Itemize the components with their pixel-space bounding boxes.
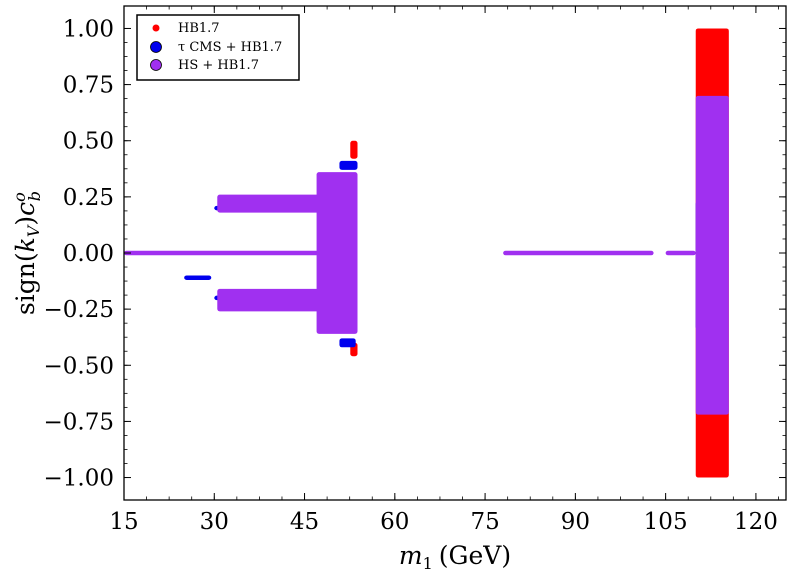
y-tick-label: 0.25 (63, 185, 114, 211)
series-0-band-1 (350, 140, 358, 159)
y-tick-label: 1.00 (63, 16, 114, 42)
legend-marker-hb (152, 24, 160, 32)
series-2-band-2 (503, 250, 654, 256)
series-1-band-3 (184, 275, 212, 280)
y-tick-label: −0.25 (44, 297, 114, 323)
y-tick-label: −0.50 (44, 353, 114, 379)
y-tick-label: 0.75 (63, 73, 114, 99)
x-tick-label: 120 (734, 509, 778, 535)
x-tick-label: 75 (470, 509, 499, 535)
series-2-band-0 (695, 95, 729, 415)
y-tick-label: −0.75 (44, 409, 114, 435)
series-2-band-3 (665, 250, 696, 256)
y-axis-label: sign(kV)cob (10, 191, 44, 315)
data-points-layer (124, 28, 729, 478)
x-tick-label: 60 (380, 509, 409, 535)
x-tick-label: 90 (561, 509, 590, 535)
x-axis-label: m1 (GeV) (399, 541, 511, 573)
series-1-band-1 (339, 160, 358, 170)
legend-label-hs: HS + HB1.7 (178, 58, 259, 73)
legend-marker-hs (150, 59, 162, 71)
series-1-band-2 (339, 338, 356, 348)
legend-marker-tau (150, 41, 162, 53)
y-tick-label: −1.00 (44, 466, 114, 492)
ticks-layer: 15 30 45 60 75 90 105 120 1.00 0.75 0.50 0.25 0.00 −0… (44, 6, 786, 535)
x-tick-label: 105 (644, 509, 688, 535)
x-tick-label: 15 (109, 509, 138, 535)
y-tick-label: 0.50 (63, 129, 114, 155)
legend-label-tau: τ CMS + HB1.7 (178, 40, 282, 55)
legend: HB1.7 τ CMS + HB1.7 HS + HB1.7 (136, 14, 300, 81)
legend-label-hb: HB1.7 (178, 21, 220, 36)
series-2-band-5 (217, 288, 323, 312)
y-tick-label: 0.00 (63, 241, 114, 267)
x-tick-label: 45 (290, 509, 319, 535)
series-2-band-6 (316, 172, 358, 334)
series-2-band-4 (217, 194, 323, 213)
series-2-band-1 (124, 250, 358, 256)
legend-box (136, 14, 300, 81)
x-tick-label: 30 (200, 509, 229, 535)
